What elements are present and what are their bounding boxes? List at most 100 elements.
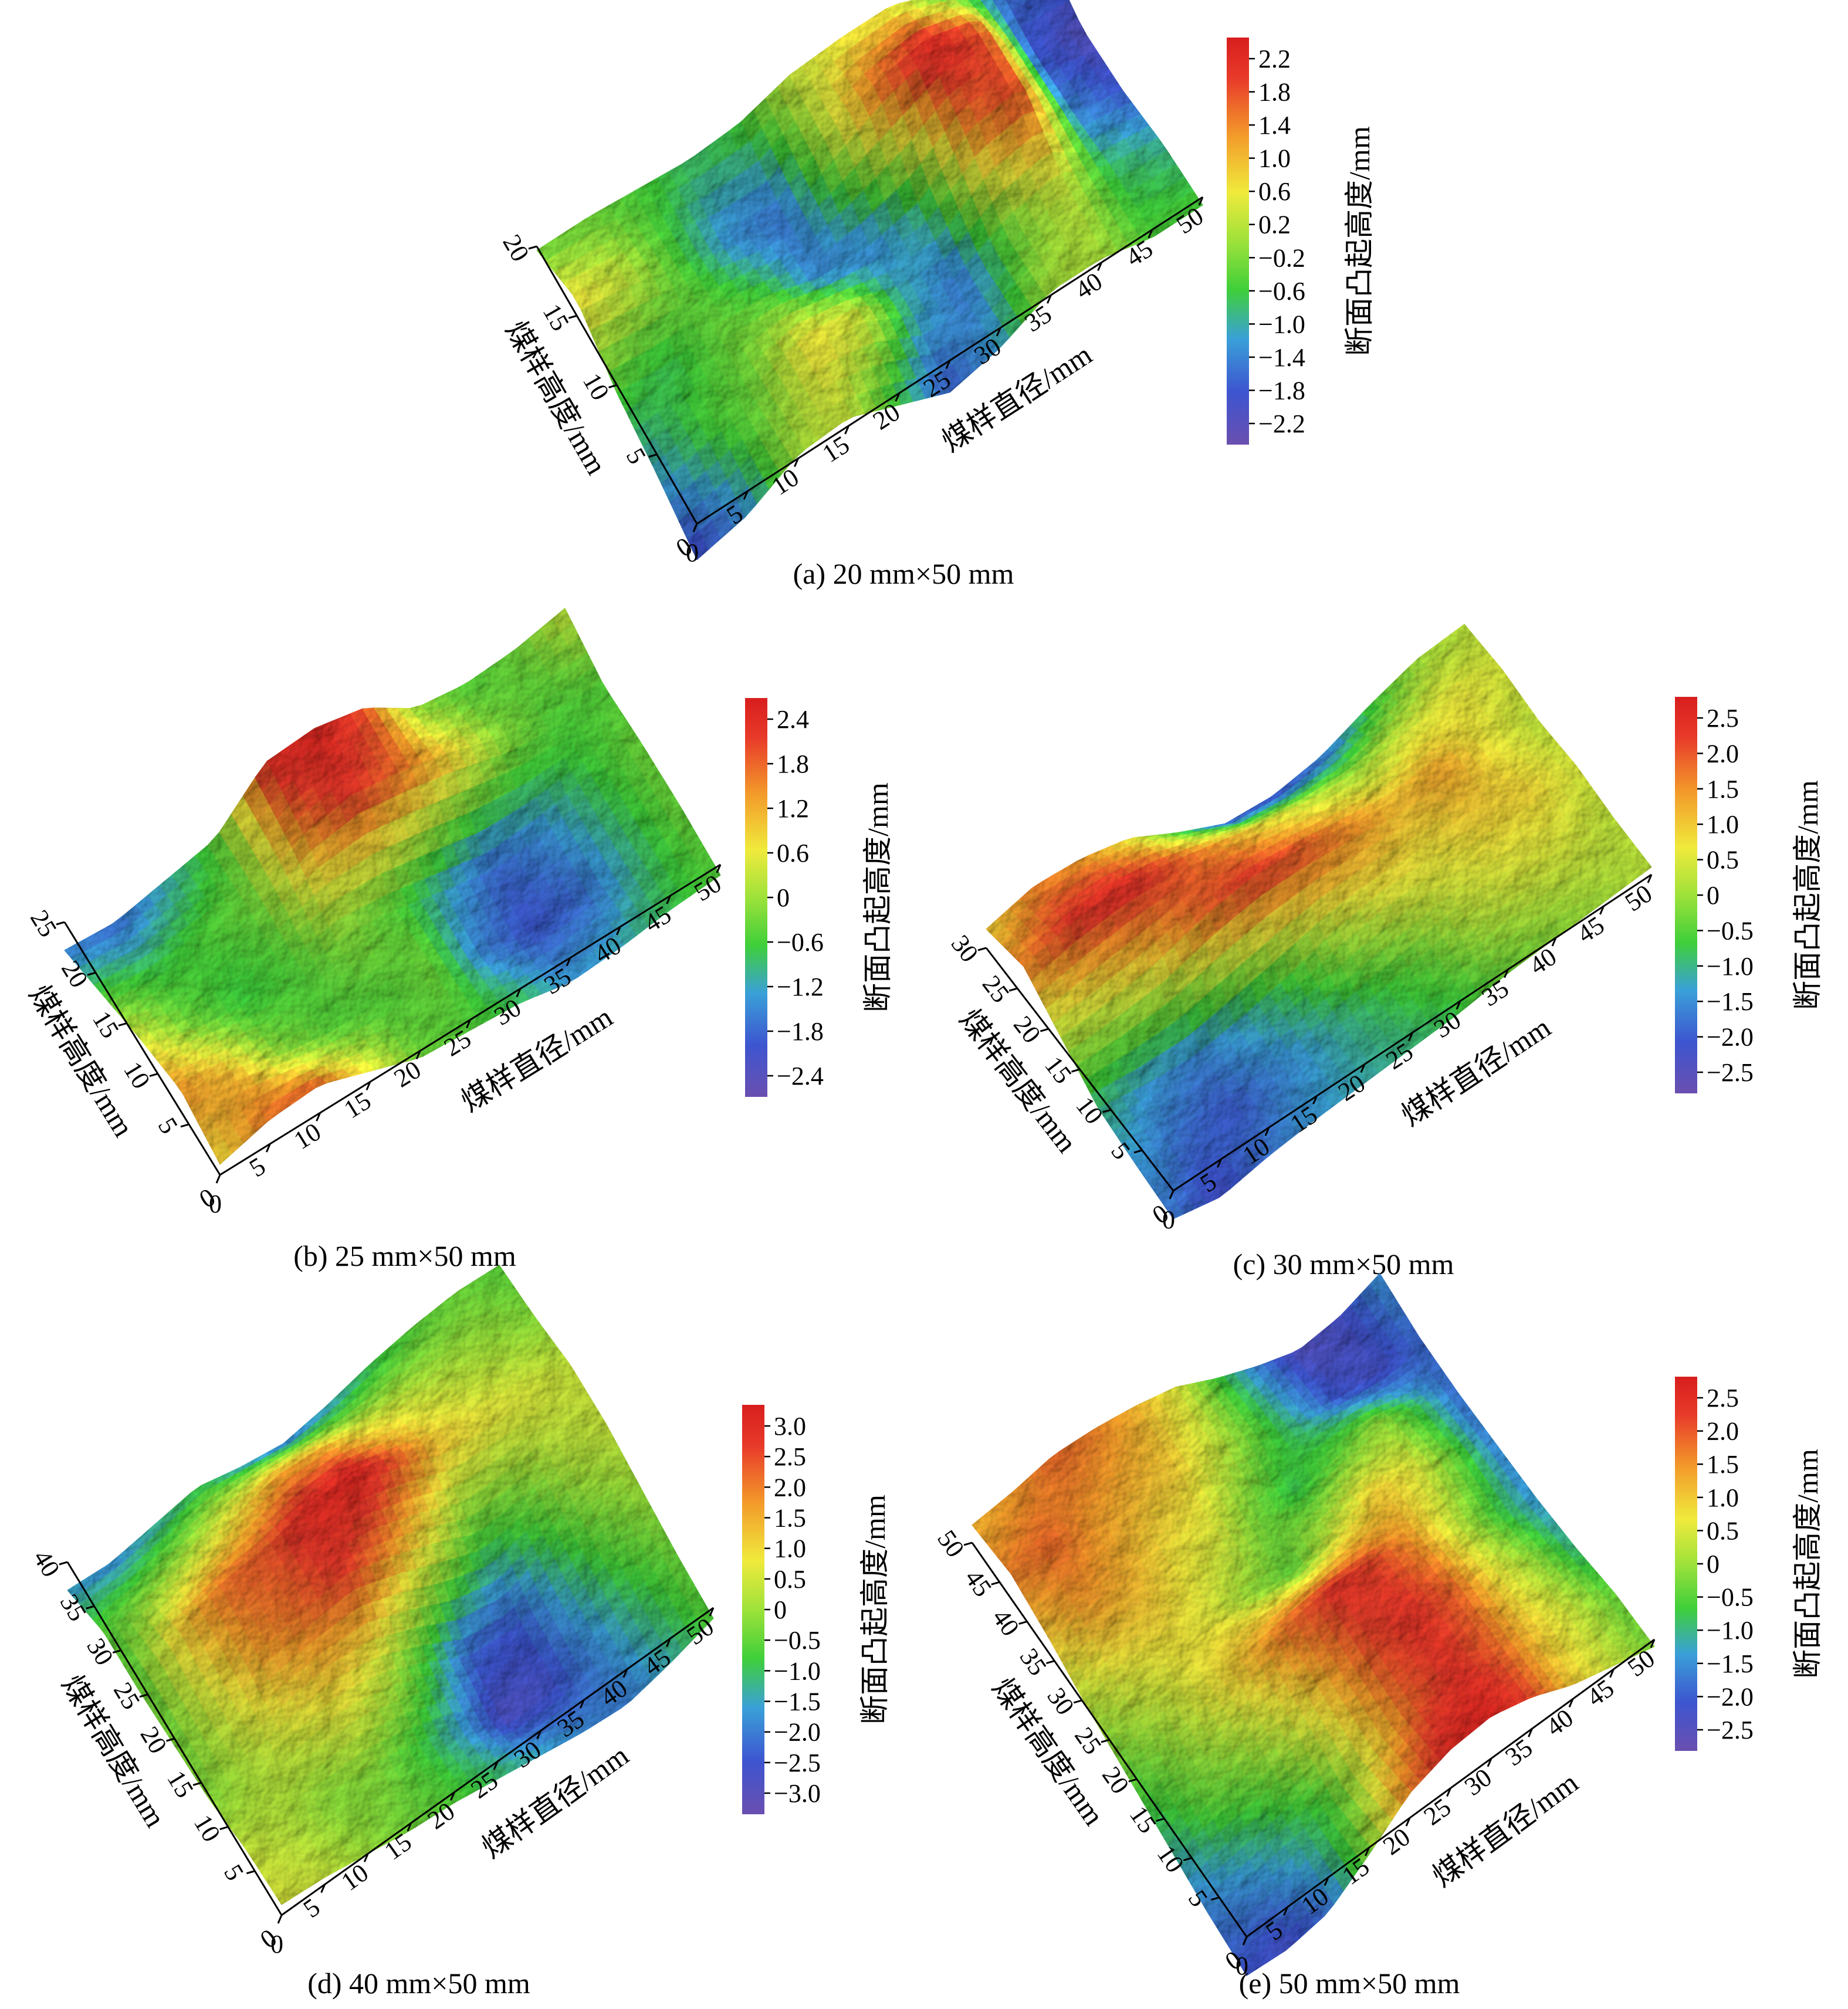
colorbar-label: 断面凸起高度/mm [1791, 780, 1824, 1010]
colorbar-tick-label: −1.5 [1707, 987, 1754, 1016]
y-tick-mark [1183, 1857, 1192, 1862]
x-tick-mark [1360, 1063, 1366, 1073]
surface-b [64, 608, 721, 1165]
x-tick-mark [1609, 1669, 1615, 1678]
colorbar-tick-label: −0.6 [777, 928, 824, 957]
x-tick-mark [1650, 1639, 1656, 1648]
y-tick-label-zero: 0 [209, 1190, 222, 1218]
x-tick-mark [579, 1699, 585, 1709]
x-tick-mark [1504, 969, 1509, 978]
colorbar-tick-label: 1.5 [1707, 775, 1739, 804]
colorbar-tick-label: −2.5 [774, 1749, 821, 1777]
x-tick-label: 10 [289, 1117, 326, 1155]
x-tick-mark [1097, 262, 1102, 271]
x-tick-mark [996, 327, 1001, 337]
colorbar-e [1675, 1377, 1697, 1751]
colorbar-tick-label: 0.2 [1258, 211, 1291, 239]
y-tick-mark [991, 1581, 1000, 1585]
x-tick-mark [1148, 229, 1153, 239]
x-tick-label: 30 [1459, 1763, 1497, 1801]
colorbar-tick-label: 1.5 [774, 1504, 806, 1533]
colorbar-tick-label: −0.5 [774, 1626, 821, 1655]
y-tick-label-zero: 0 [270, 1930, 283, 1959]
y-tick-mark [118, 1022, 127, 1026]
colorbar-tick-label: 2.0 [1707, 1417, 1739, 1446]
colorbar-tick-label: 2.0 [1707, 739, 1739, 768]
y-tick-label: 20 [1008, 1011, 1047, 1049]
x-tick-mark [1528, 1728, 1533, 1737]
y-tick-label: 30 [946, 930, 984, 968]
colorbar-tick-label: 2.4 [777, 705, 809, 734]
x-tick-mark [1169, 1190, 1175, 1200]
y-tick-mark [1156, 1817, 1165, 1822]
y-tick-mark [86, 1605, 95, 1610]
y-tick-label: 5 [153, 1113, 184, 1139]
x-tick-mark [466, 1019, 471, 1029]
colorbar-tick-label: 1.8 [777, 750, 809, 778]
colorbar-tick-label: 0 [1707, 1550, 1720, 1578]
surface-a [536, 0, 1203, 561]
colorbar-tick-label: −0.5 [1707, 1583, 1754, 1612]
y-tick-label: 50 [932, 1525, 970, 1563]
y-tick-label: 25 [977, 970, 1016, 1008]
x-tick-mark [1365, 1847, 1370, 1856]
x-tick-mark [1264, 1127, 1270, 1136]
colorbar-tick-label: 3.0 [774, 1412, 806, 1441]
x-tick-mark [493, 1761, 499, 1770]
y-tick-label: 5 [218, 1859, 249, 1885]
colorbar-label: 断面凸起高度/mm [861, 782, 894, 1012]
x-tick-mark [1408, 1032, 1413, 1042]
colorbar-tick-label: −1.5 [1707, 1649, 1754, 1678]
y-tick-mark [139, 1693, 148, 1698]
y-tick-mark [568, 314, 577, 319]
colorbar-tick-label: −1.5 [774, 1688, 821, 1716]
colorbar-a [1227, 38, 1249, 445]
colorbar-b [745, 698, 767, 1097]
x-tick-label: 40 [1541, 1703, 1578, 1742]
x-tick-mark [1047, 294, 1052, 304]
y-tick-mark [56, 921, 65, 926]
x-tick-mark [516, 988, 522, 998]
colorbar-tick-label: 1.0 [1707, 1483, 1739, 1512]
panel-caption: (b) 25 mm×50 mm [293, 1239, 516, 1272]
x-tick-mark [844, 425, 849, 435]
x-tick-mark [1551, 937, 1557, 947]
colorbar-d [742, 1405, 764, 1814]
y-tick-mark [87, 971, 96, 976]
panel-e: 05101520253035404550煤样直径/mm0510152025303… [932, 1273, 1824, 2000]
y-tick-mark [192, 1781, 202, 1786]
panel-a: 05101520253035404550煤样直径/mm05101520煤样高度/… [497, 0, 1376, 590]
colorbar-label: 断面凸起高度/mm [1343, 126, 1376, 356]
colorbar-tick-label: 1.4 [1258, 111, 1291, 140]
y-tick-mark [608, 384, 617, 388]
y-tick-mark [977, 947, 987, 951]
panel-caption: (c) 30 mm×50 mm [1233, 1248, 1454, 1280]
colorbar-tick-label: 0 [1707, 881, 1720, 910]
x-tick-mark [277, 1915, 283, 1924]
x-tick-mark [215, 1174, 221, 1184]
y-tick-mark [112, 1649, 121, 1654]
y-tick-mark [1071, 1068, 1080, 1073]
y-tick-mark [963, 1542, 973, 1546]
y-tick-mark [219, 1826, 229, 1830]
colorbar-tick-label: 0.5 [774, 1565, 806, 1594]
x-tick-mark [1599, 906, 1605, 915]
x-tick-mark [320, 1884, 326, 1893]
x-tick-mark [566, 957, 571, 967]
y-tick-label: 20 [497, 229, 534, 266]
colorbar-tick-label: −1.0 [1707, 952, 1754, 981]
y-tick-mark [528, 245, 537, 250]
x-tick-label: 25 [1419, 1793, 1456, 1831]
colorbar-tick-label: 1.8 [1258, 78, 1291, 107]
y-tick-mark [1008, 987, 1018, 992]
colorbar-tick-label: 2.5 [1707, 704, 1739, 733]
x-tick-mark [743, 490, 749, 500]
colorbar-tick-label: −2.5 [1707, 1716, 1754, 1744]
panel-caption: (e) 50 mm×50 mm [1239, 1967, 1460, 2000]
x-tick-label: 35 [1500, 1733, 1538, 1772]
colorbar-tick-label: −2.5 [1707, 1058, 1754, 1087]
x-tick-mark [794, 458, 799, 467]
x-tick-mark [692, 523, 698, 533]
x-tick-mark [407, 1822, 412, 1832]
